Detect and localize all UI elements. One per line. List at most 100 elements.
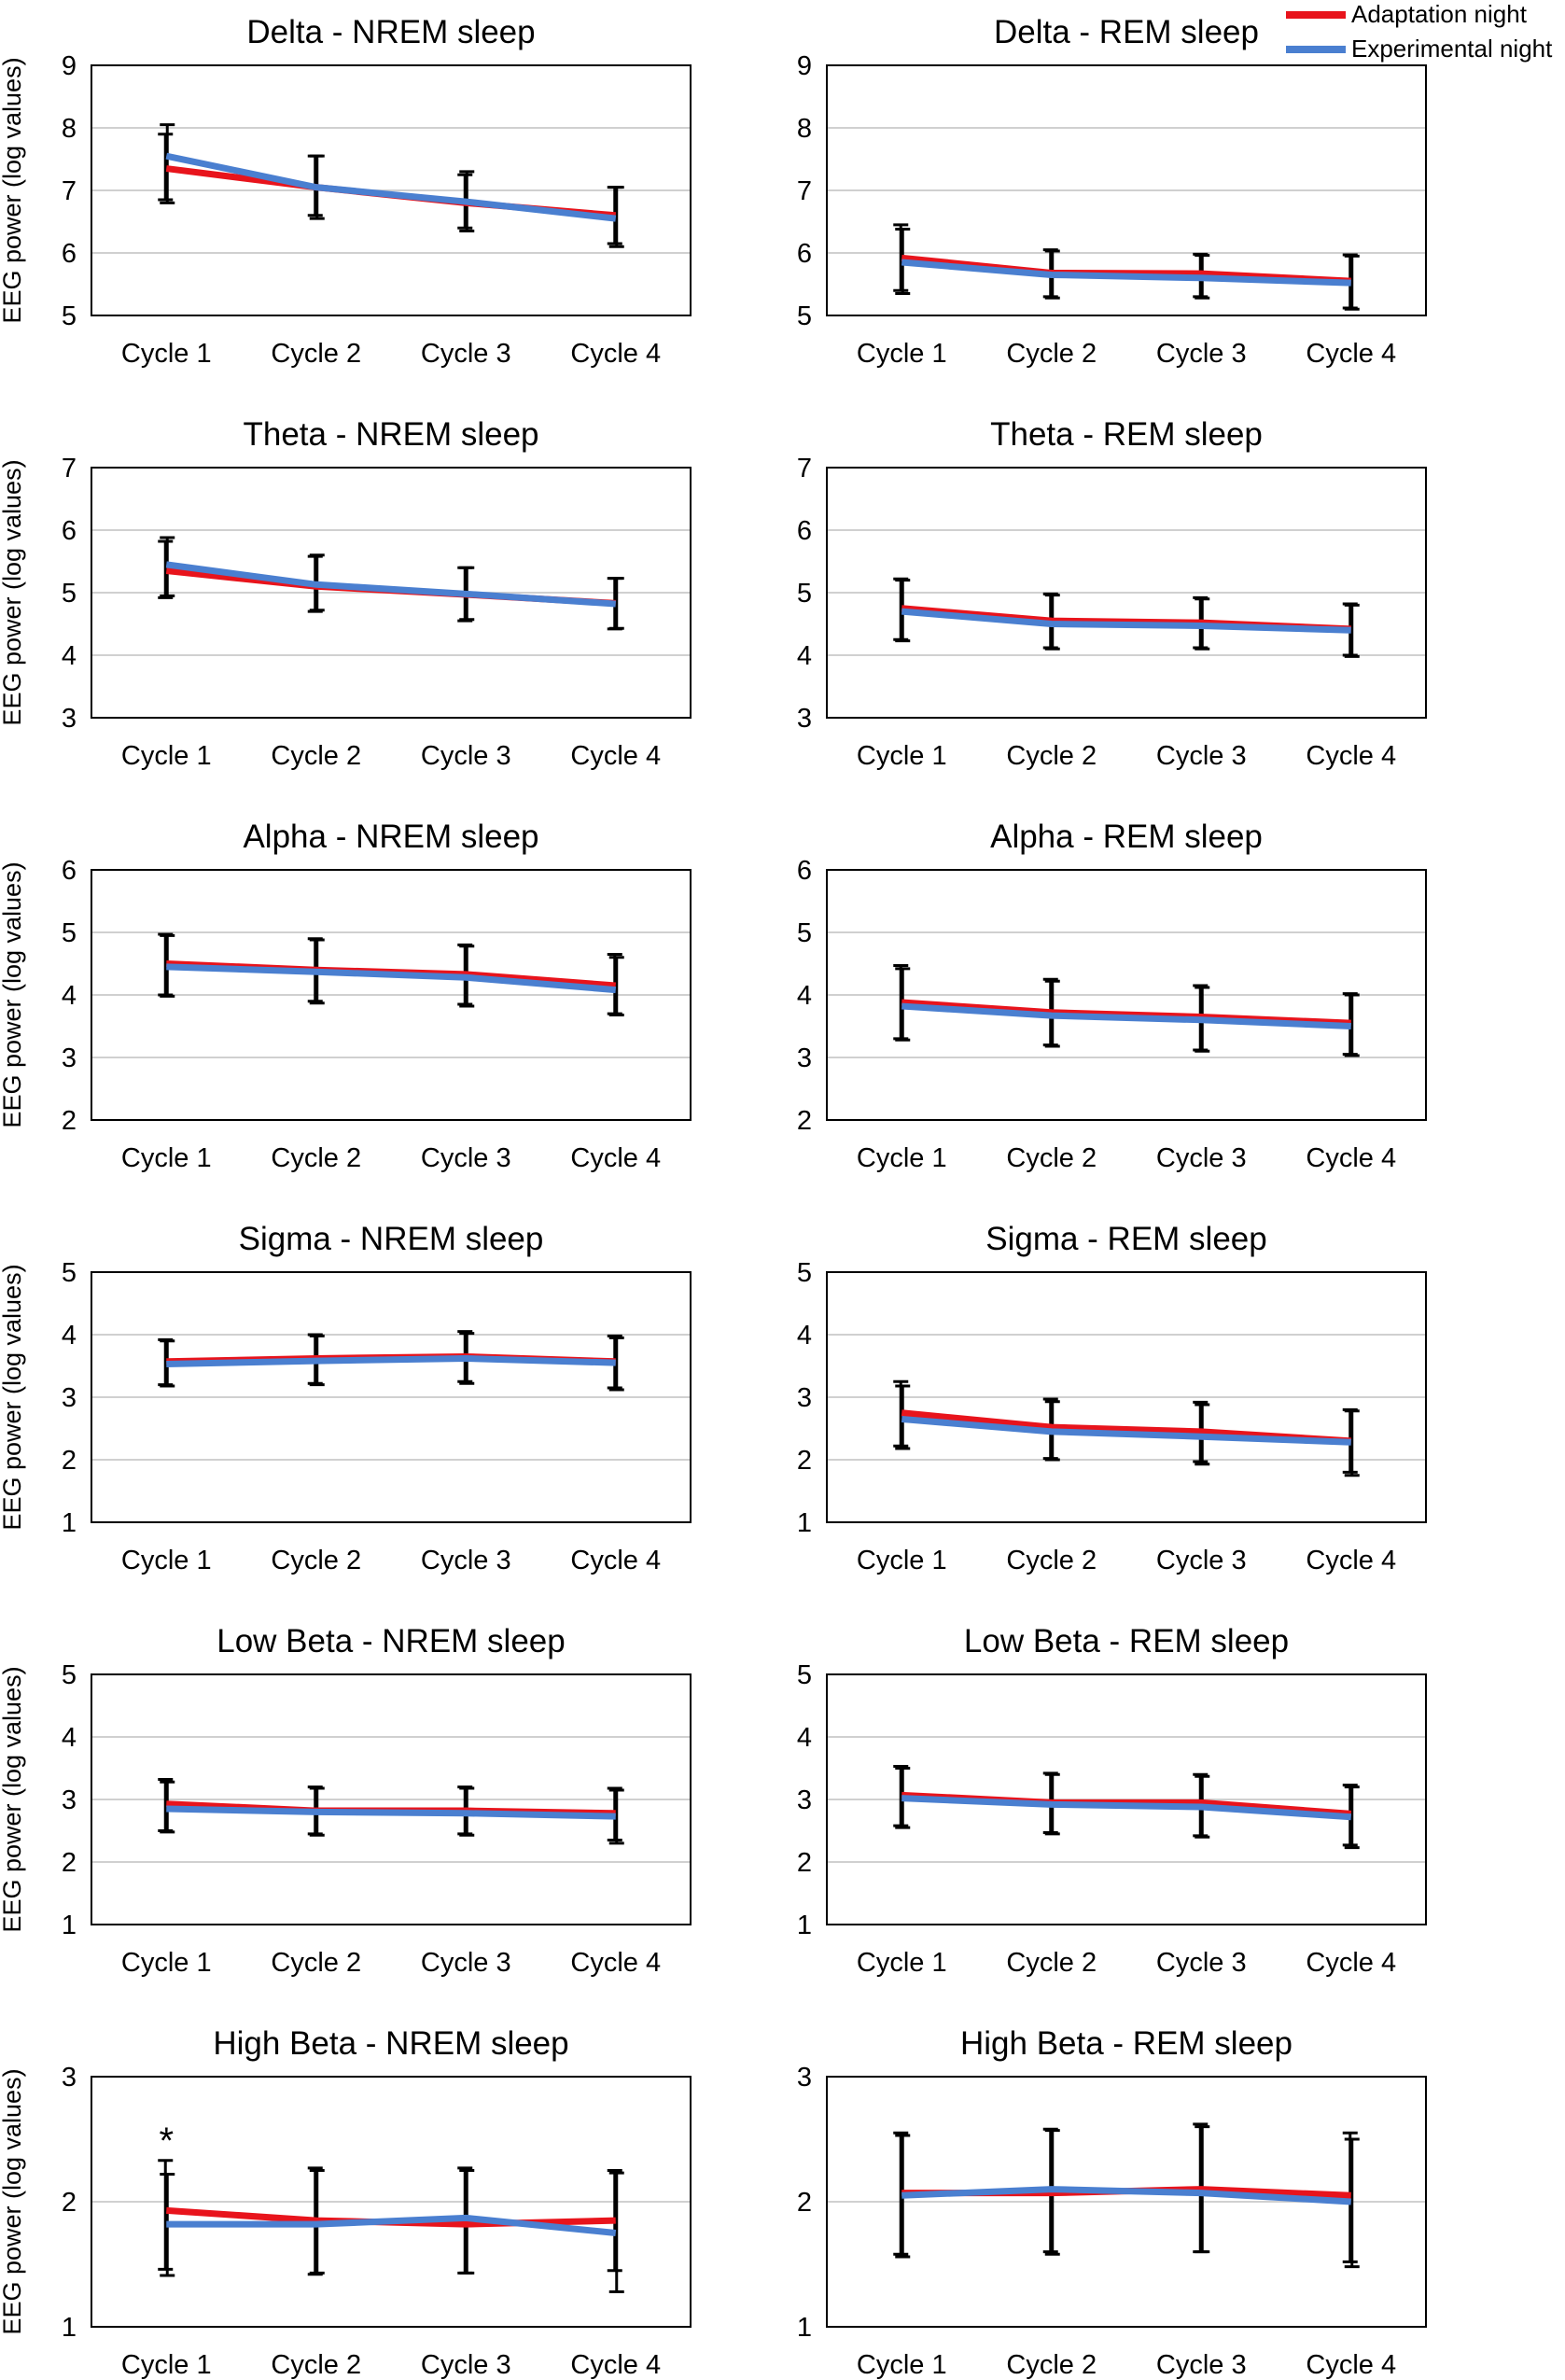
y-tick-label: 1 [797, 1508, 812, 1538]
legend: Adaptation night Experimental night [1286, 0, 1553, 63]
y-axis-label: EEG power (log values) [0, 459, 26, 725]
x-tick-label: Cycle 1 [857, 339, 947, 369]
legend-label-adaptation: Adaptation night [1351, 0, 1528, 28]
y-axis-label: EEG power (log values) [0, 1264, 26, 1530]
x-tick-label: Cycle 3 [1156, 1546, 1247, 1575]
y-tick-label: 1 [797, 2313, 812, 2343]
y-tick-label: 2 [797, 1446, 812, 1476]
chart-title: Low Beta - NREM sleep [217, 1623, 565, 1659]
plot-area [826, 64, 1427, 316]
y-axis-label: EEG power (log values) [0, 861, 26, 1127]
y-tick-label: 9 [62, 51, 77, 81]
y-tick-label: 2 [62, 1848, 77, 1878]
chart-panel-6: Alpha - REM sleep 2 3 4 5 6 Cycle 1 Cycle 2 Cycl… [797, 819, 1427, 1173]
y-tick-label: 3 [62, 704, 77, 734]
plot-area [91, 869, 692, 1121]
chart-title: Alpha - NREM sleep [243, 819, 538, 855]
chart-title: Alpha - REM sleep [990, 819, 1263, 855]
chart-title: Delta - NREM sleep [246, 14, 535, 50]
x-tick-label: Cycle 2 [271, 2350, 361, 2380]
x-tick-label: Cycle 1 [121, 1948, 212, 1978]
plot-area [91, 64, 692, 316]
x-tick-label: Cycle 2 [1006, 741, 1097, 771]
x-tick-label: Cycle 4 [570, 339, 661, 369]
y-tick-label: 5 [797, 1258, 812, 1288]
x-tick-label: Cycle 3 [421, 2350, 511, 2380]
y-tick-label: 1 [62, 1508, 77, 1538]
x-tick-label: Cycle 3 [1156, 2350, 1247, 2380]
x-tick-label: Cycle 1 [121, 1546, 212, 1575]
legend-label-experimental: Experimental night [1351, 35, 1553, 63]
x-tick-label: Cycle 1 [857, 1143, 947, 1173]
y-tick-label: 5 [62, 918, 77, 948]
chart-title: Sigma - NREM sleep [239, 1221, 544, 1257]
y-tick-label: 2 [62, 2188, 77, 2218]
y-tick-label: 3 [797, 2063, 812, 2093]
significance-asterisk: * [159, 2121, 174, 2162]
x-tick-label: Cycle 2 [1006, 1546, 1097, 1575]
chart-title: Low Beta - REM sleep [964, 1623, 1289, 1659]
y-tick-label: 2 [797, 2188, 812, 2218]
plot-area [826, 869, 1427, 1121]
chart-panel-7: Sigma - NREM sleep 1 2 3 4 5 Cycle 1 Cycle 2 Cyc… [0, 1221, 692, 1575]
x-tick-label: Cycle 3 [1156, 1143, 1247, 1173]
y-tick-label: 8 [62, 114, 77, 144]
y-axis-label: EEG power (log values) [0, 1666, 26, 1932]
plot-area [826, 467, 1427, 719]
series-line-experimental [901, 259, 1351, 287]
y-tick-label: 1 [62, 1911, 77, 1940]
x-tick-label: Cycle 2 [1006, 339, 1097, 369]
x-tick-label: Cycle 1 [121, 339, 212, 369]
y-tick-label: 4 [797, 641, 812, 671]
x-tick-label: Cycle 3 [421, 1143, 511, 1173]
y-tick-label: 6 [62, 239, 77, 269]
y-tick-label: 3 [797, 1785, 812, 1815]
y-tick-label: 7 [62, 454, 77, 483]
series-line-experimental [901, 608, 1351, 634]
chart-title: High Beta - REM sleep [960, 2025, 1293, 2062]
y-tick-label: 4 [62, 981, 77, 1011]
plot-area [91, 1673, 692, 1925]
x-tick-label: Cycle 4 [570, 1948, 661, 1978]
plot-area [91, 467, 692, 719]
chart-title: Theta - NREM sleep [243, 416, 538, 453]
plot-area [91, 1271, 692, 1523]
chart-panel-11: High Beta - NREM sleep 1 2 3 Cycle 1 Cycle 2 C… [0, 2025, 692, 2380]
series-line-experimental [166, 963, 617, 994]
series-line-experimental [901, 1415, 1351, 1446]
x-tick-label: Cycle 1 [857, 2350, 947, 2380]
x-tick-label: Cycle 4 [570, 2350, 661, 2380]
y-tick-label: 5 [797, 579, 812, 609]
x-tick-label: Cycle 2 [1006, 1948, 1097, 1978]
chart-panel-3: Theta - NREM sleep 3 4 5 6 7 Cycle 1 Cycle 2 Cyc… [0, 416, 692, 771]
x-tick-label: Cycle 2 [271, 339, 361, 369]
chart-panel-2: Delta - REM sleep 5 6 7 8 9 Cycle 1 Cycle 2 Cycl… [797, 14, 1427, 369]
x-tick-label: Cycle 2 [271, 1143, 361, 1173]
y-tick-label: 7 [797, 454, 812, 483]
y-tick-label: 5 [62, 1258, 77, 1288]
y-tick-label: 5 [62, 301, 77, 331]
chart-panel-12: High Beta - REM sleep 1 2 3 Cycle 1 Cycle 2 Cy… [797, 2025, 1427, 2380]
y-tick-label: 3 [62, 1383, 77, 1413]
series-line-experimental [166, 1354, 616, 1367]
y-tick-label: 1 [62, 2313, 77, 2343]
y-tick-label: 3 [62, 2063, 77, 2093]
y-tick-label: 9 [797, 51, 812, 81]
y-tick-label: 6 [62, 856, 77, 886]
y-tick-label: 5 [62, 1660, 77, 1690]
y-tick-label: 5 [797, 1660, 812, 1690]
y-tick-label: 2 [62, 1106, 77, 1136]
x-tick-label: Cycle 3 [421, 1546, 511, 1575]
x-tick-label: Cycle 4 [1306, 1546, 1396, 1575]
series-line-experimental [901, 1795, 1351, 1821]
series-line-experimental [901, 1002, 1351, 1029]
x-tick-label: Cycle 1 [121, 1143, 212, 1173]
y-tick-label: 3 [797, 1383, 812, 1413]
y-tick-label: 3 [62, 1043, 77, 1073]
y-axis-label: EEG power (log values) [0, 57, 26, 323]
x-tick-label: Cycle 1 [857, 741, 947, 771]
x-tick-label: Cycle 1 [857, 1948, 947, 1978]
plot-area [826, 1673, 1427, 1925]
y-axis-label: EEG power (log values) [0, 2068, 26, 2334]
